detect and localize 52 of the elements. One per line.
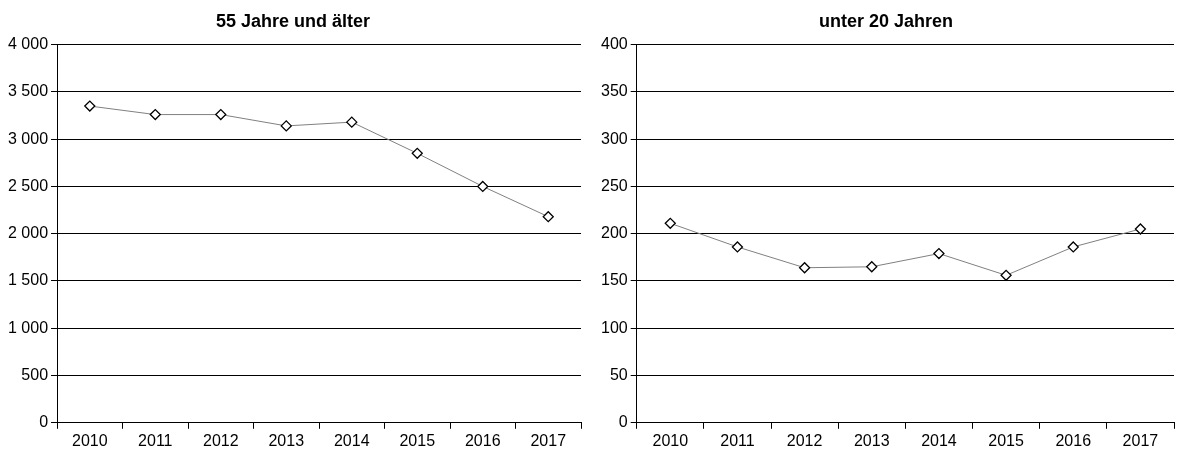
point [1134, 223, 1147, 235]
y-tick-label: 50 [609, 365, 628, 383]
y-tick-label: 3 500 [7, 82, 49, 100]
y-tick-label: 200 [600, 224, 628, 242]
x-tick-label: 2015 [988, 431, 1024, 449]
point [1067, 241, 1079, 253]
y-tick-label: 1 500 [7, 271, 49, 289]
x-tick-label: 2013 [853, 431, 890, 449]
point [411, 147, 423, 159]
chart-title: 55 Jahre und älter [215, 10, 371, 31]
chart-title: unter 20 Jahren [818, 10, 954, 31]
x-tick-label: 2012 [786, 431, 823, 449]
y-tick-label: 2 000 [7, 224, 49, 242]
x-tick-label: 2015 [399, 431, 436, 449]
point [346, 116, 358, 128]
point [866, 261, 878, 273]
x-tick-label: 2016 [464, 431, 501, 449]
y-tick-label: 150 [600, 271, 628, 289]
y-tick-label: 100 [600, 318, 628, 336]
point [149, 108, 161, 121]
y-tick-label: 500 [21, 365, 49, 383]
x-tick-label: 2017 [1122, 431, 1159, 449]
point [664, 217, 676, 229]
y-tick-label: 400 [600, 35, 628, 53]
x-tick-label: 2012 [202, 431, 239, 449]
point [84, 100, 96, 112]
y-tick-label: 350 [600, 82, 628, 100]
x-tick-label: 2013 [268, 431, 305, 449]
x-tick-label: 2017 [530, 431, 567, 449]
x-tick-label: 2010 [71, 431, 108, 449]
point [798, 262, 811, 274]
x-tick-label: 2016 [1055, 431, 1092, 449]
x-tick-label: 2011 [138, 431, 173, 449]
x-tick-label: 2014 [921, 431, 957, 449]
point [933, 247, 945, 260]
point [731, 241, 744, 253]
y-tick-label: 1 000 [7, 318, 49, 336]
y-tick-label: 2 500 [7, 176, 49, 194]
y-tick-label: 250 [600, 176, 628, 194]
point [215, 108, 227, 121]
point [280, 120, 292, 132]
y-tick-label: 0 [618, 413, 628, 431]
x-tick-label: 2010 [652, 431, 689, 449]
x-tick-label: 2014 [333, 431, 370, 449]
y-tick-label: 3 000 [7, 129, 49, 147]
point [542, 211, 554, 223]
y-tick-label: 300 [600, 129, 628, 147]
y-tick-label: 0 [39, 413, 49, 431]
x-tick-label: 2011 [720, 431, 755, 449]
y-tick-label: 4 000 [7, 35, 49, 53]
point [1000, 269, 1012, 281]
point [477, 180, 489, 193]
